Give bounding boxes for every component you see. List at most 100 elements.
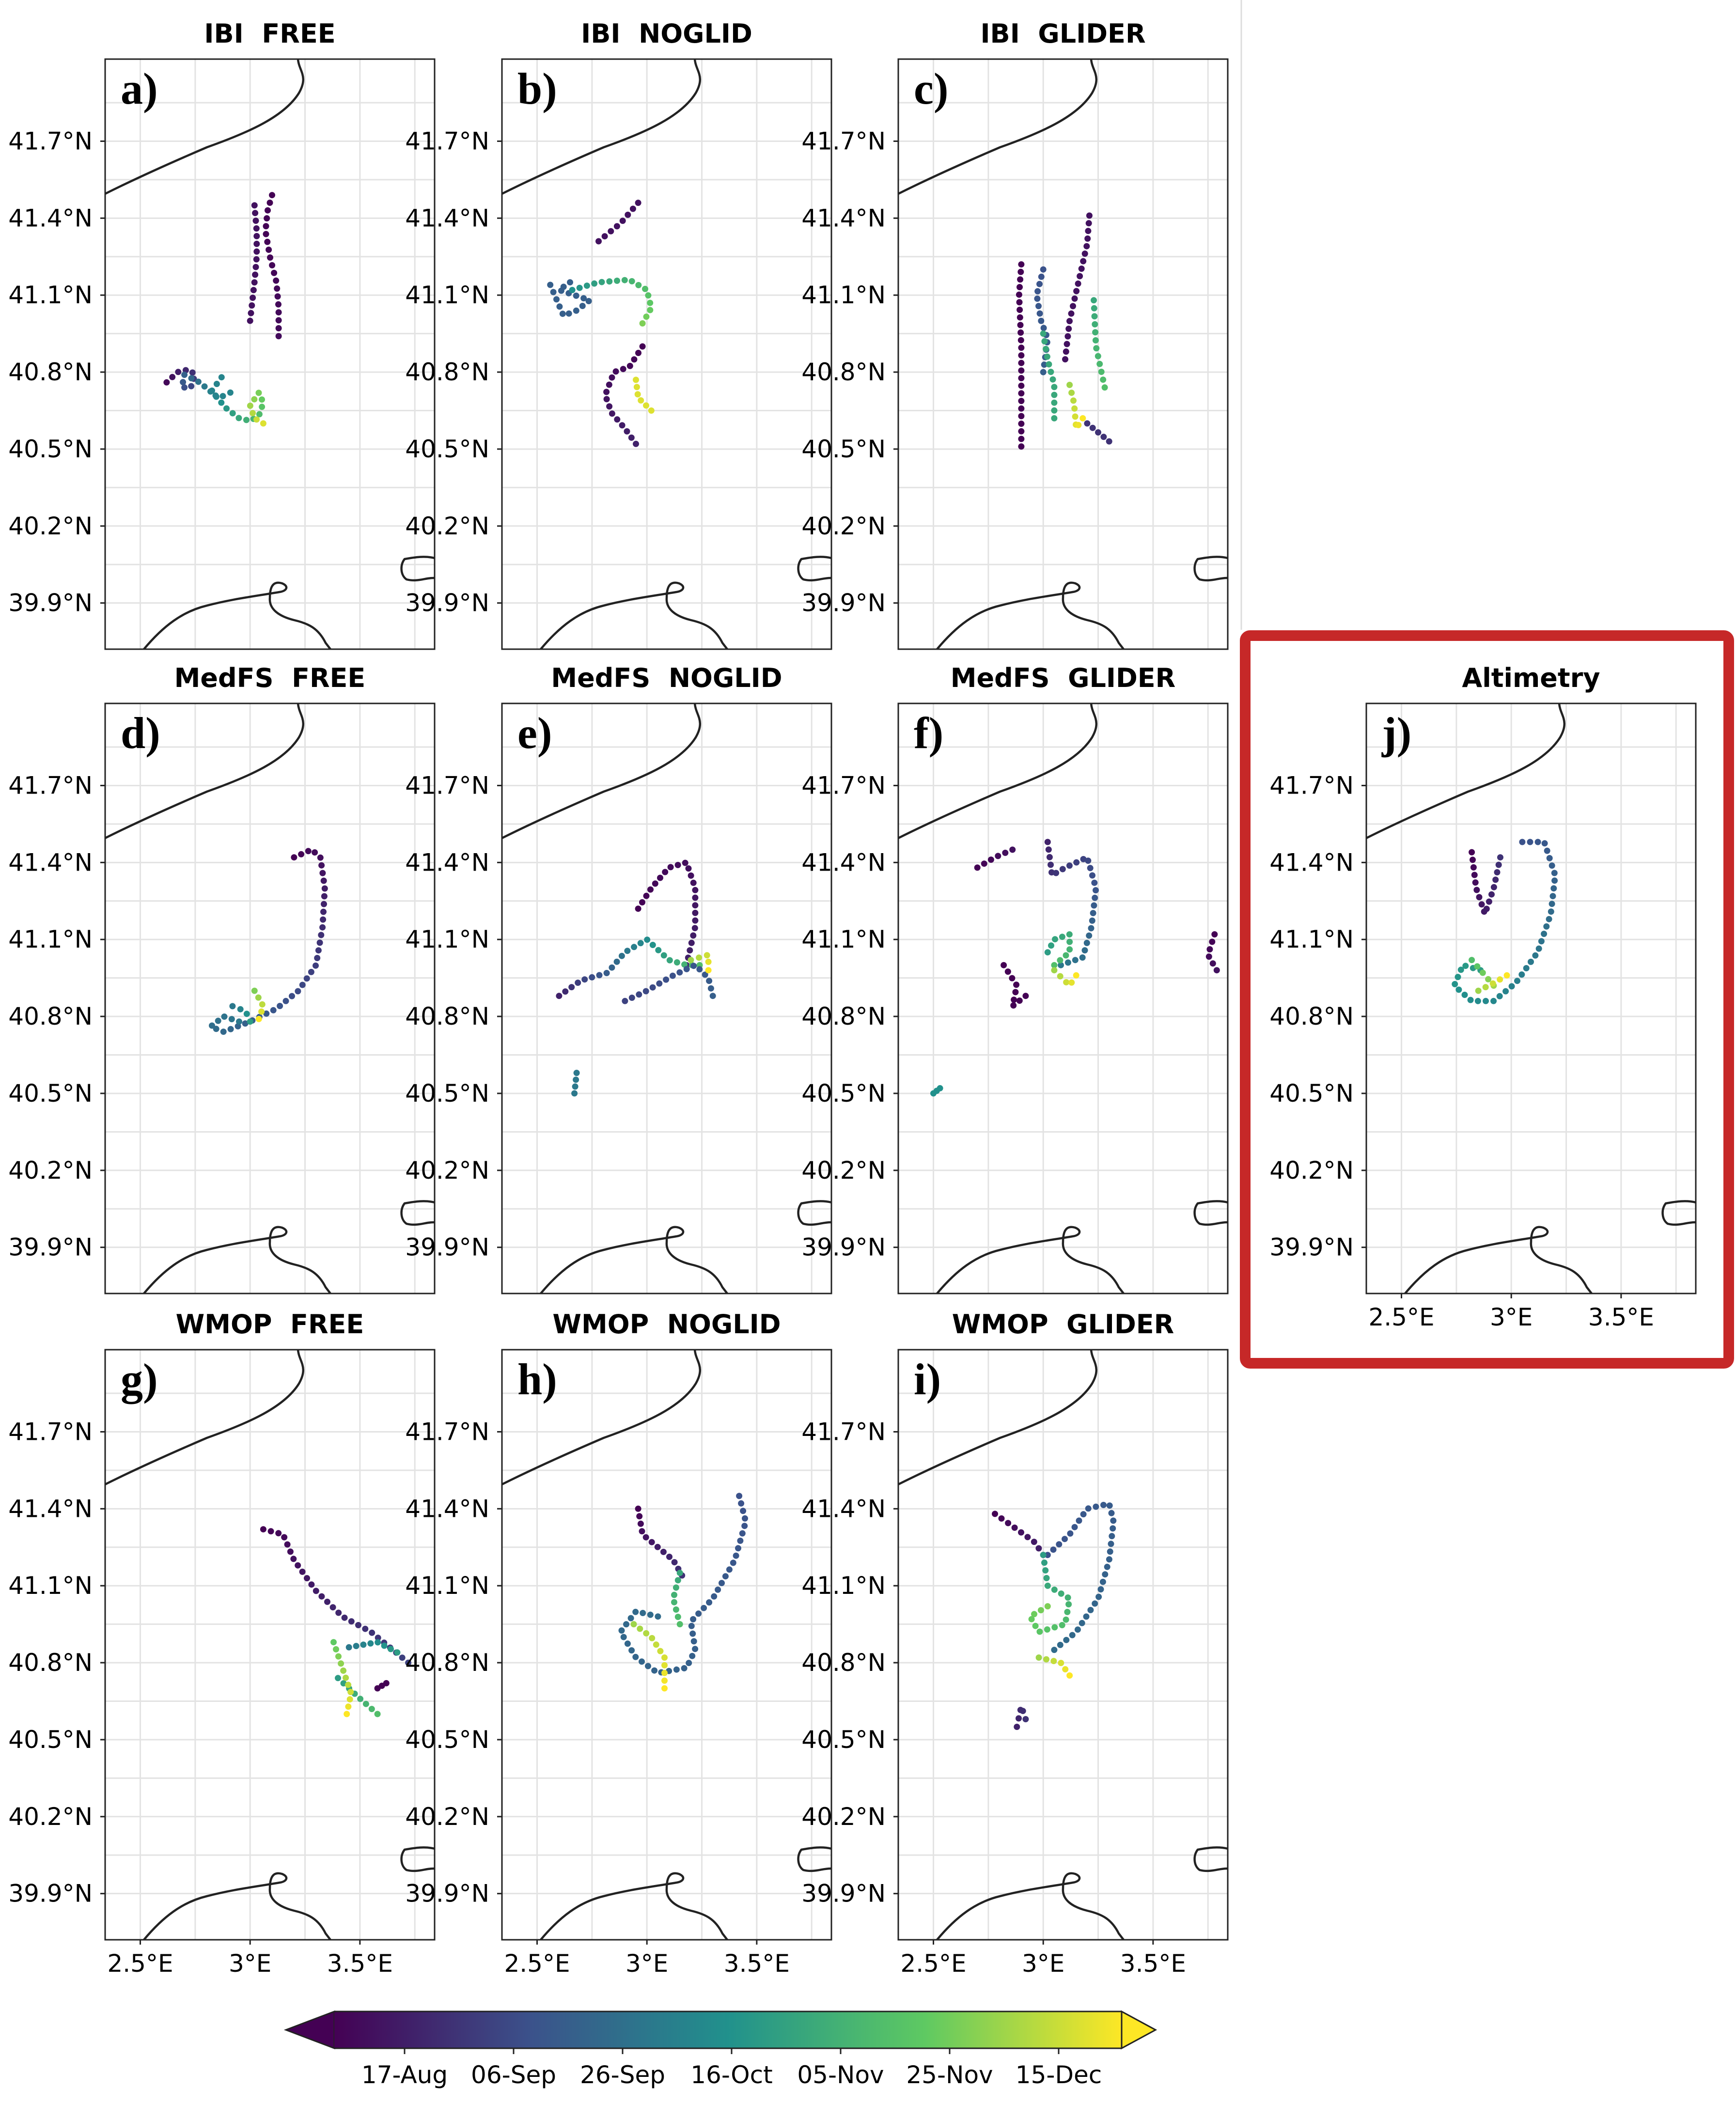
trajectory-point — [1104, 1563, 1110, 1570]
trajectory-point — [736, 1493, 743, 1499]
trajectory-point — [626, 362, 633, 369]
trajectory-point — [242, 1020, 249, 1027]
trajectory-point — [645, 1663, 651, 1669]
trajectory-point — [643, 313, 650, 320]
trajectory-point — [259, 404, 266, 410]
trajectory-point — [263, 231, 269, 237]
trajectory-point — [614, 278, 620, 284]
trajectory-point — [1065, 1601, 1072, 1607]
trajectory-point — [270, 1007, 277, 1013]
panel-label: i) — [914, 1355, 941, 1404]
panel-h: WMOP NOGLID h) 41.7°N 41.4°N 41.1°N 40.8°N 40.… — [405, 1309, 832, 1978]
trajectory-point — [1031, 1611, 1037, 1618]
panel-a: IBI FREE a) 41.7°N 41.4°N 41.1°N 40.8°N 40.5°N… — [8, 18, 436, 650]
y-tick-label: 41.1°N — [405, 925, 489, 953]
x-tick-label: 3.5°E — [327, 1949, 393, 1978]
panel-frame — [1365, 702, 1697, 1294]
drifter-trajectory — [1205, 931, 1220, 974]
trajectory-point — [263, 1010, 270, 1017]
trajectory-point — [275, 333, 282, 340]
drifter-trajectory — [930, 1085, 943, 1097]
panel-frame — [897, 58, 1229, 650]
trajectory-point — [706, 1599, 713, 1606]
coastline — [540, 1872, 728, 1941]
drifter-trajectory — [209, 848, 328, 1035]
trajectory-point — [1106, 438, 1112, 445]
colorbar: 17-Aug 06-Sep 26-Sep 16-Oct 05-Nov 25-Nov 15-D… — [283, 2010, 1157, 2089]
trajectory-point — [1490, 884, 1497, 890]
trajectory-point — [247, 317, 253, 324]
trajectory-point — [550, 289, 557, 296]
altimetry-highlight-frame — [1240, 630, 1734, 1369]
trajectory-point — [275, 301, 282, 308]
trajectory-point — [1092, 329, 1099, 336]
trajectory-point — [1205, 953, 1212, 960]
x-tick-label: 2.5°E — [900, 1949, 966, 1978]
y-tick-label: 41.7°N — [405, 771, 489, 799]
trajectory-point — [1083, 939, 1090, 946]
trajectory-point — [1087, 1606, 1094, 1613]
trajectory-point — [247, 1018, 253, 1025]
trajectory-point — [573, 1076, 579, 1083]
coastline — [540, 581, 728, 650]
trajectory-point — [1056, 1541, 1063, 1548]
trajectory-point — [345, 1644, 352, 1651]
trajectory-point — [1083, 243, 1090, 249]
trajectory-point — [1066, 931, 1073, 938]
coastline — [936, 1872, 1125, 1941]
y-tick-label: 40.2°N — [8, 1156, 93, 1184]
drifter-trajectory — [595, 200, 641, 245]
drifter-trajectory — [633, 376, 655, 414]
panel-i: WMOP GLIDER i) 41.7°N 41.4°N 41.1°N 40.8°N 40.… — [801, 1309, 1229, 1978]
colorbar-tick-label: 05-Nov — [797, 2061, 884, 2089]
trajectory-point — [344, 1711, 350, 1717]
trajectory-point — [579, 303, 586, 309]
drifter-trajectory — [1051, 967, 1079, 986]
trajectory-point — [249, 302, 255, 309]
trajectory-point — [643, 892, 650, 899]
y-tick-label: 41.7°N — [1269, 771, 1354, 799]
drifter-trajectory — [569, 277, 654, 327]
y-tick-label: 41.4°N — [405, 848, 489, 876]
trajectory-point — [1101, 384, 1108, 391]
trajectory-point — [274, 293, 281, 300]
trajectory-point — [1108, 1541, 1114, 1547]
trajectory-point — [1057, 1641, 1063, 1648]
trajectory-point — [1454, 974, 1461, 981]
drifter-trajectory — [229, 1003, 253, 1025]
trajectory-point — [709, 993, 716, 999]
trajectory-point — [1041, 361, 1048, 368]
trajectory-point — [213, 381, 220, 387]
trajectory-point — [263, 223, 269, 230]
coastline — [501, 1349, 702, 1486]
trajectory-point — [667, 864, 674, 871]
trajectory-point — [685, 865, 692, 872]
trajectory-point — [1081, 947, 1088, 954]
trajectory-point — [1044, 839, 1051, 845]
trajectory-point — [648, 407, 655, 414]
panel-title: IBI FREE — [204, 18, 335, 49]
trajectory-point — [253, 225, 260, 232]
trajectory-point — [1002, 849, 1009, 856]
trajectory-point — [1036, 281, 1043, 287]
trajectory-point — [163, 379, 170, 386]
coastline — [897, 59, 1098, 195]
trajectory-point — [228, 1016, 235, 1023]
trajectory-point — [1058, 962, 1064, 968]
drifter-trajectory — [1034, 266, 1050, 375]
trajectory-point — [1093, 887, 1099, 894]
y-tick-label: 41.4°N — [801, 848, 886, 876]
trajectory-point — [399, 1654, 406, 1661]
trajectory-point — [671, 1559, 678, 1566]
trajectory-point — [1018, 367, 1025, 374]
trajectory-point — [619, 422, 626, 429]
trajectory-point — [673, 1606, 679, 1613]
trajectory-point — [1014, 1724, 1020, 1730]
drifter-trajectory — [1062, 212, 1093, 363]
trajectory-point — [635, 282, 642, 288]
trajectory-point — [603, 970, 610, 976]
trajectory-point — [695, 1610, 702, 1617]
trajectory-point — [661, 1685, 668, 1692]
trajectory-point — [1091, 305, 1097, 312]
trajectory-point — [1476, 894, 1483, 901]
